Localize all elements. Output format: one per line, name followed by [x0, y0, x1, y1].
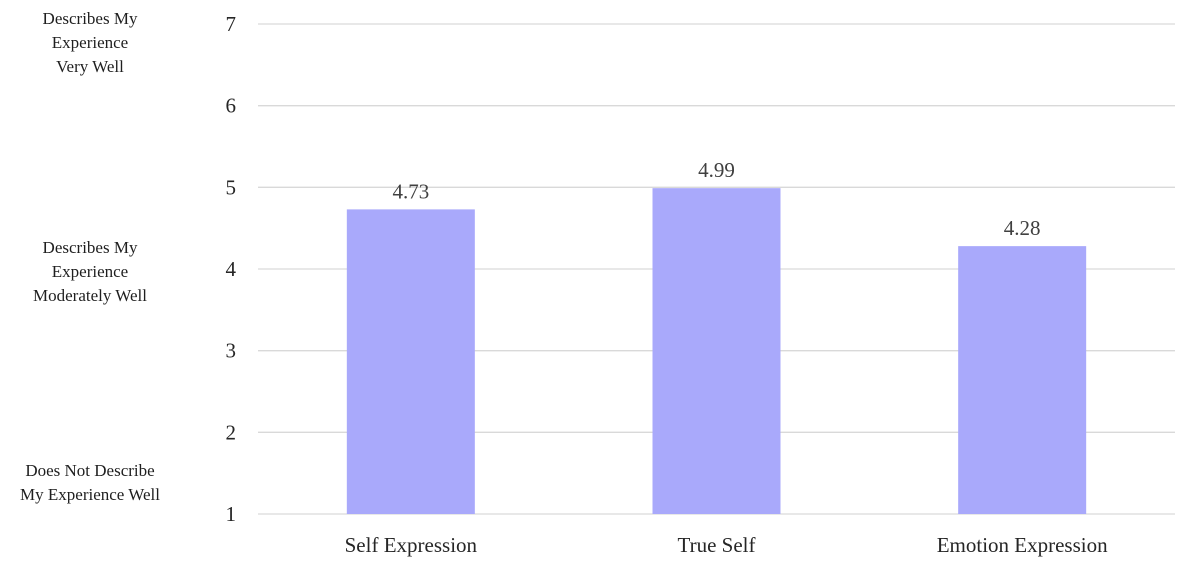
scale-anchor-line: Experience: [51, 262, 129, 281]
scale-anchor-line: Moderately Well: [33, 286, 147, 305]
data-label: 4.73: [392, 179, 429, 203]
x-tick-label: Emotion Expression: [937, 533, 1108, 557]
scale-anchor-line: My Experience Well: [20, 485, 160, 504]
scale-anchor-line: Experience: [51, 33, 129, 52]
y-tick-label: 4: [226, 257, 237, 281]
y-tick-label: 7: [226, 12, 237, 36]
data-label: 4.28: [1004, 216, 1041, 240]
y-tick-label: 1: [226, 502, 237, 526]
scale-anchor-line: Does Not Describe: [25, 461, 155, 480]
y-axis-ticks: 1 2 3 4 5 6 7: [226, 12, 237, 526]
bar: [652, 188, 781, 514]
y-tick-label: 2: [226, 420, 237, 444]
y-tick-label: 6: [226, 94, 237, 118]
scale-anchor-not-well: Does Not Describe My Experience Well: [0, 459, 190, 507]
scale-anchor-line: Describes My: [42, 9, 138, 28]
bar: [958, 246, 1087, 514]
scale-anchor-line: Describes My: [42, 238, 138, 257]
x-axis-ticks: Self Expression True Self Emotion Expressi…: [345, 533, 1108, 557]
bar: [346, 209, 475, 514]
data-labels: 4.73 4.99 4.28: [392, 158, 1040, 240]
data-label: 4.99: [698, 158, 735, 182]
scale-anchor-moderately-well: Describes My Experience Moderately Well: [0, 236, 190, 308]
scale-anchor-very-well: Describes My Experience Very Well: [0, 7, 190, 79]
y-tick-label: 5: [226, 175, 237, 199]
scale-anchor-line: Very Well: [56, 57, 124, 76]
x-tick-label: True Self: [678, 533, 756, 557]
y-tick-label: 3: [226, 339, 237, 363]
bars: [346, 188, 1087, 514]
x-tick-label: Self Expression: [345, 533, 478, 557]
